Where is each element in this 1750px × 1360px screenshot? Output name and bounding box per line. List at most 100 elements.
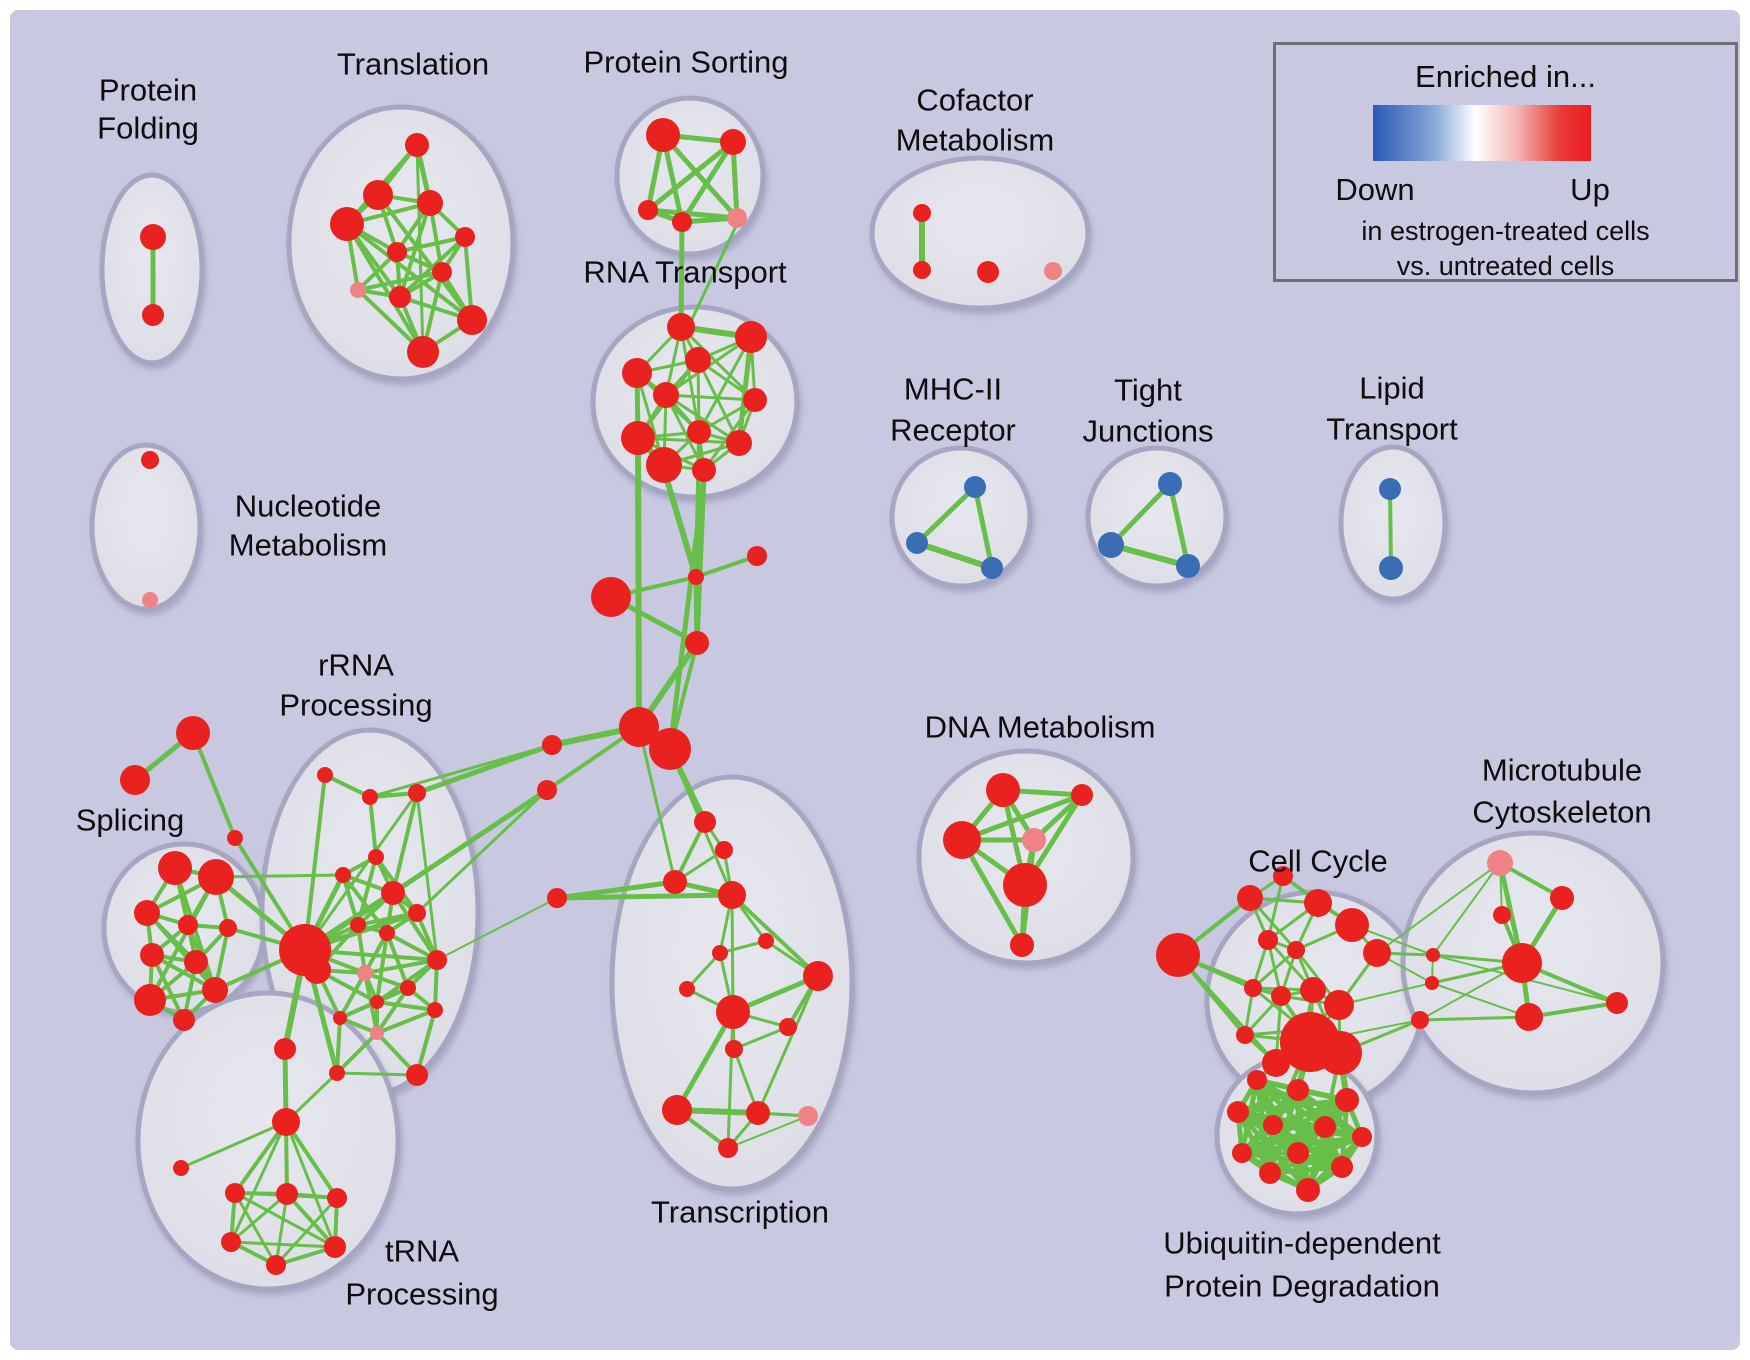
cluster-ellipse-lipid-transport xyxy=(1338,444,1448,602)
cluster-ellipse-mhc-ii-receptor xyxy=(889,445,1033,589)
gene-set-node xyxy=(649,728,691,770)
gene-set-node xyxy=(646,118,680,152)
gene-set-node xyxy=(906,532,928,554)
edge-tight-junctions xyxy=(1108,542,1191,569)
gene-set-node xyxy=(140,224,166,250)
cluster-ellipse-tight-junctions xyxy=(1085,445,1229,589)
edge-cell-cycle xyxy=(1251,948,1298,990)
connector-edge xyxy=(694,554,759,579)
gene-set-node xyxy=(1314,1116,1336,1138)
connector-edge xyxy=(1376,862,1501,954)
gene-set-node xyxy=(638,200,658,220)
edge-transcription xyxy=(674,1009,736,1113)
gene-set-node xyxy=(747,546,767,566)
gene-set-node xyxy=(653,382,679,408)
cluster-label-lipid-transport: Lipid xyxy=(1359,371,1425,406)
gene-set-node xyxy=(368,849,384,865)
edge-trna-processing xyxy=(233,1191,278,1267)
edge-rrna-processing xyxy=(375,931,389,1004)
edge-rrna-processing xyxy=(335,1016,342,1075)
cluster-label-mhc-ii-receptor: Receptor xyxy=(890,413,1016,448)
gene-set-node xyxy=(1287,941,1305,959)
gene-set-node xyxy=(219,919,237,937)
edge-trna-processing xyxy=(284,1120,339,1200)
gene-set-node xyxy=(692,458,716,482)
cluster-ellipse-nucleotide-metabolism xyxy=(89,442,203,612)
edge-rna-transport xyxy=(697,335,753,434)
connector-edge xyxy=(554,892,735,901)
gene-set-node xyxy=(457,305,487,335)
edge-microtubule-cytoskeleton xyxy=(1431,982,1530,1018)
gene-set-node xyxy=(1411,1011,1429,1029)
gene-set-node xyxy=(1331,1156,1353,1178)
gene-set-node xyxy=(202,977,228,1003)
gene-set-node xyxy=(1176,554,1200,578)
gene-set-node xyxy=(1263,1115,1283,1135)
edge-trna-processing xyxy=(229,1120,288,1244)
edge-trna-processing xyxy=(233,1120,288,1195)
edge-ubiquitin-degradation xyxy=(1267,1134,1365,1176)
gene-set-node xyxy=(727,208,747,228)
cluster-label-lipid-transport: Transport xyxy=(1326,412,1458,447)
gene-set-node xyxy=(718,1138,738,1158)
gene-set-node xyxy=(725,1040,743,1058)
edge-trna-processing xyxy=(274,1196,339,1267)
gene-set-node xyxy=(1071,784,1093,806)
gene-set-node xyxy=(272,1108,300,1136)
gene-set-node xyxy=(1044,262,1062,280)
edge-trna-processing xyxy=(229,1192,289,1244)
gene-set-node xyxy=(720,129,746,155)
gene-set-node xyxy=(379,925,395,941)
gene-set-node xyxy=(1304,889,1332,917)
connector-edge xyxy=(684,222,739,334)
gene-set-node xyxy=(408,904,426,922)
gene-set-node xyxy=(685,631,709,655)
gene-set-node xyxy=(663,870,687,894)
gene-set-node xyxy=(1287,1142,1309,1164)
legend-gradient-bar xyxy=(1373,105,1591,161)
gene-set-node xyxy=(1258,930,1278,950)
gene-set-node xyxy=(303,956,331,984)
gene-set-node xyxy=(389,286,411,308)
cluster-label-transcription: Transcription xyxy=(651,1195,829,1230)
gene-set-node xyxy=(913,261,931,279)
gene-set-node xyxy=(276,1183,298,1205)
edge-transcription xyxy=(730,893,735,1014)
gene-set-node xyxy=(1273,866,1293,886)
edge-mhc-ii-receptor xyxy=(914,484,978,546)
edge-rrna-processing xyxy=(323,773,372,799)
edge-transcription xyxy=(730,893,820,978)
gene-set-node xyxy=(225,1183,245,1203)
gene-set-node xyxy=(381,881,405,905)
cluster-label-nucleotide-metabolism: Nucleotide xyxy=(235,489,381,524)
gene-set-node xyxy=(687,420,711,444)
gene-set-node xyxy=(387,242,407,262)
edge-lipid-transport xyxy=(1388,487,1393,570)
edge-cell-cycle xyxy=(1266,874,1285,942)
edge-splicing xyxy=(148,875,218,1002)
gene-set-node xyxy=(1003,863,1047,907)
gene-set-node xyxy=(1425,976,1439,990)
edge-translation xyxy=(345,222,425,354)
cluster-label-microtubule-cytoskeleton: Microtubule xyxy=(1482,753,1642,788)
gene-set-node xyxy=(646,447,682,483)
gene-set-node xyxy=(1227,1101,1249,1123)
connector-edge xyxy=(414,742,555,796)
edge-protein-sorting xyxy=(660,132,740,221)
gene-set-node xyxy=(330,207,364,241)
gene-set-node xyxy=(178,915,198,935)
edge-microtubule-cytoskeleton xyxy=(1418,1015,1531,1022)
edge-trna-processing xyxy=(233,1191,337,1249)
gene-set-node xyxy=(1379,478,1401,500)
cluster-label-translation: Translation xyxy=(337,47,489,82)
edge-tight-junctions xyxy=(1108,481,1173,548)
edge-rrna-processing xyxy=(385,931,410,990)
connector-edge xyxy=(415,788,549,915)
edge-ubiquitin-degradation xyxy=(1267,1164,1345,1176)
connector-edge xyxy=(436,897,558,961)
gene-set-node xyxy=(1363,939,1391,967)
legend-down-label: Down xyxy=(1335,172,1415,207)
edge-protein-sorting xyxy=(679,139,736,225)
gene-set-node xyxy=(1300,977,1326,1003)
